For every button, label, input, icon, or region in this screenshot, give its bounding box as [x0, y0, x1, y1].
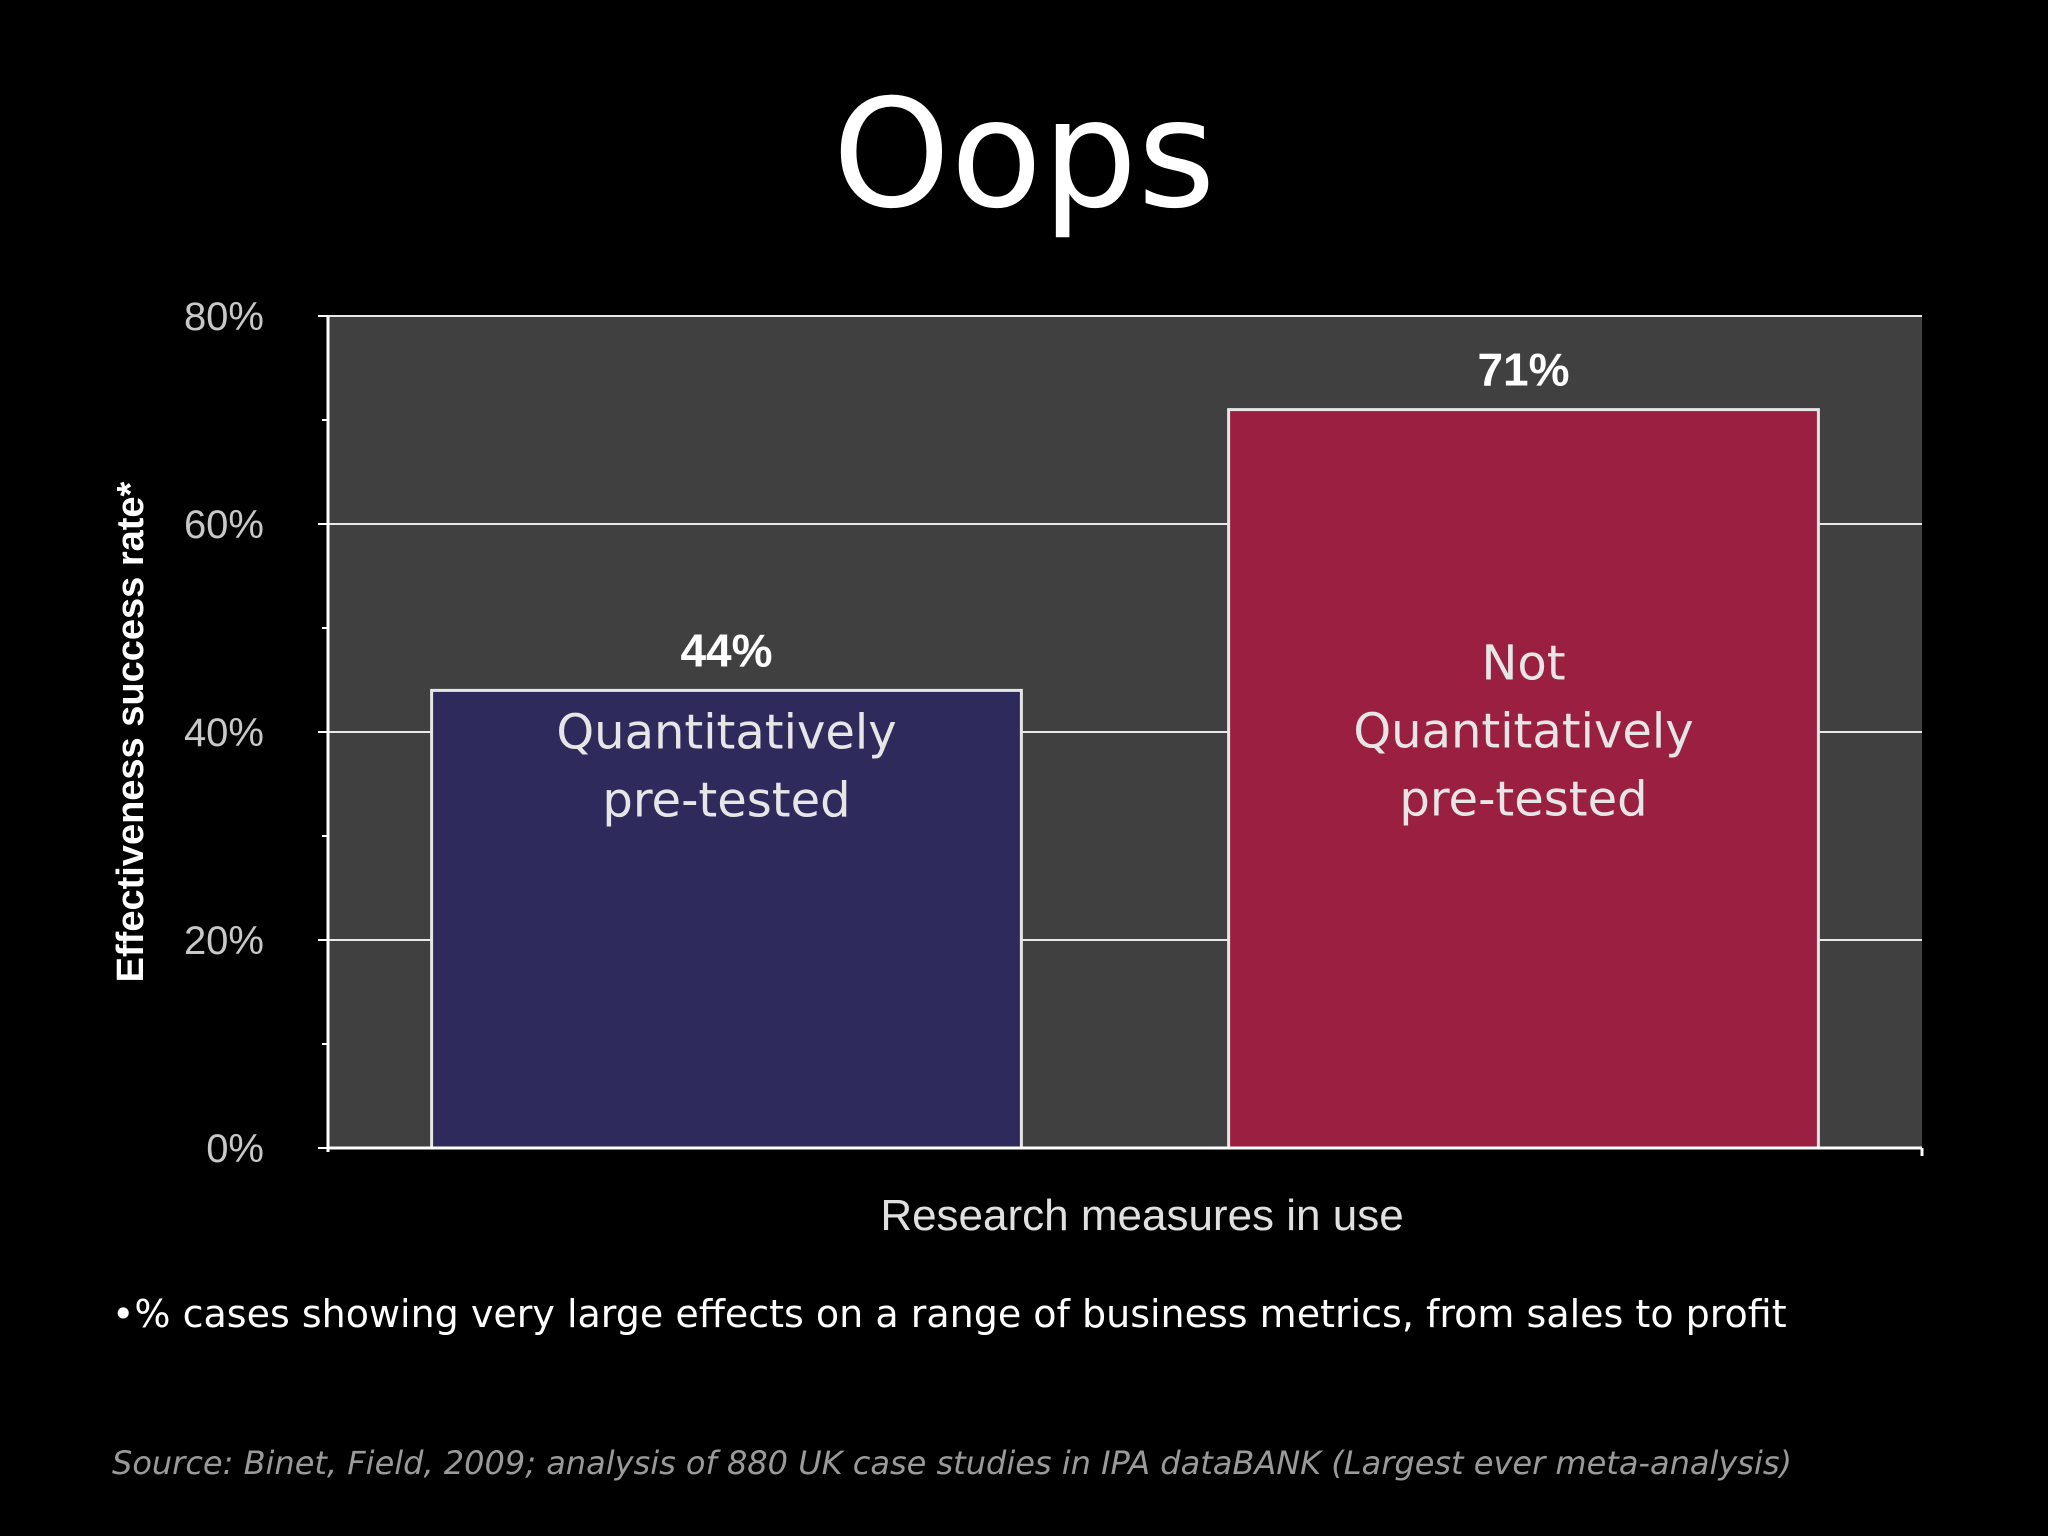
slide-title: Oops — [832, 68, 1216, 242]
y-axis-label: Effectiveness success rate* — [110, 481, 152, 982]
value-labels: 44% 71% — [680, 344, 1569, 677]
y-tick-labels: 0% 20% 40% 60% 80% — [184, 295, 264, 1171]
category-label: pre-tested — [602, 772, 850, 828]
bars — [430, 408, 1820, 1150]
bar — [1227, 408, 1820, 1150]
x-axis-label: Research measures in use — [880, 1191, 1403, 1240]
y-tick-label: 80% — [184, 295, 264, 339]
category-label: Quantitatively — [556, 704, 896, 760]
source-citation: Source: Binet, Field, 2009; analysis of … — [112, 1444, 1793, 1482]
bar-chart: 0% 20% 40% 60% 80% 44% 71% Quantitatively pre-… — [110, 295, 1924, 1240]
y-tick-label: 40% — [184, 711, 264, 755]
bar — [430, 688, 1023, 1150]
y-tick-label: 20% — [184, 919, 264, 963]
category-labels: Quantitatively pre-tested Not Quantitativel… — [556, 636, 1693, 829]
footnote: •% cases showing very large effects on a… — [112, 1292, 1787, 1336]
y-tick-label: 60% — [184, 503, 264, 547]
axes — [318, 315, 1924, 1156]
value-label: 44% — [680, 624, 772, 676]
category-label: Not — [1481, 636, 1565, 692]
y-tick-label: 0% — [206, 1127, 264, 1171]
category-label: pre-tested — [1399, 772, 1647, 828]
category-label: Quantitatively — [1353, 704, 1693, 760]
value-label: 71% — [1477, 344, 1569, 396]
